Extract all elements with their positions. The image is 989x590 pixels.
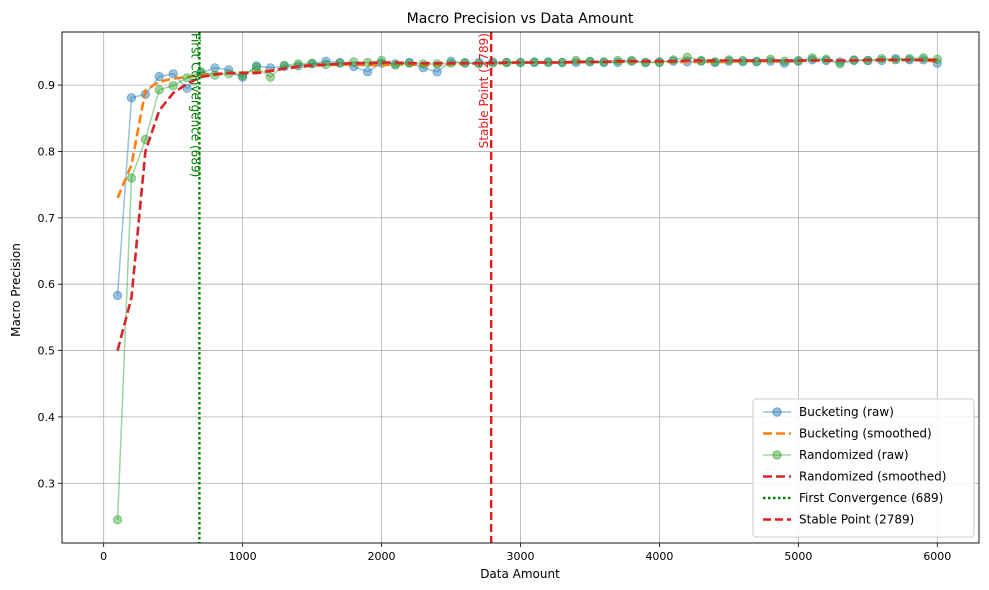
legend-label-randomized-smoothed: Randomized (smoothed) [799, 470, 946, 484]
y-tick-label: 0.4 [38, 411, 56, 424]
legend-label-stable-point-2789: Stable Point (2789) [799, 513, 914, 527]
first-convergence-689-label: First Convergence (689) [188, 33, 202, 177]
legend-marker-bucketing-raw [772, 407, 782, 417]
plot-series [112, 52, 942, 525]
y-tick-label: 0.9 [38, 79, 56, 92]
bucketing-raw-line [116, 57, 938, 296]
randomized-raw-point [112, 515, 123, 525]
x-tick-label: 4000 [645, 550, 673, 563]
legend-marker-randomized-raw [772, 450, 782, 460]
legend-label-randomized-raw: Randomized (raw) [799, 448, 909, 462]
randomized-raw-point [571, 55, 581, 66]
randomized-raw-point [349, 57, 359, 67]
y-tick-label: 0.3 [38, 477, 56, 490]
bucketing-raw-point [363, 67, 373, 77]
grid [62, 32, 979, 543]
y-tick-label: 0.5 [38, 345, 56, 358]
legend: Bucketing (raw) Bucketing (smoothed) Rando… [752, 398, 975, 538]
y-axis-label: Macro Precision [9, 243, 23, 337]
randomized-raw-point [154, 85, 164, 95]
axis-ticks: 0 1000 2000 3000 4000 5000 6000 0.3 0.4 0.5 0.6 0.7… [38, 79, 952, 563]
x-tick-label: 0 [100, 550, 107, 563]
randomized-raw-point [265, 72, 276, 82]
bucketing-raw-point [210, 63, 220, 73]
legend-label-bucketing-raw: Bucketing (raw) [799, 405, 894, 419]
randomized-raw-point [654, 57, 665, 68]
chart-title: Macro Precision vs Data Amount [407, 11, 634, 27]
x-tick-label: 3000 [507, 550, 535, 563]
legend-label-first-convergence-689: First Convergence (689) [799, 491, 943, 505]
randomized-raw-point [640, 57, 651, 68]
bucketing-raw-point [126, 93, 137, 103]
bucketing-raw-point [168, 69, 178, 79]
bucketing-raw-point [154, 71, 164, 82]
legend-label-bucketing-smoothed: Bucketing (smoothed) [799, 427, 932, 441]
randomized-raw-point [251, 62, 262, 72]
y-tick-label: 0.7 [38, 212, 56, 225]
x-tick-label: 1000 [229, 550, 257, 563]
randomized-raw-point [710, 57, 720, 67]
randomized-raw-point [126, 173, 137, 183]
legend-box [752, 398, 975, 538]
y-tick-label: 0.8 [38, 145, 56, 158]
randomized-raw-point [182, 73, 192, 83]
randomized-raw-point [904, 53, 915, 64]
reference-lines: First Convergence (689) Stable Point (278… [188, 32, 493, 543]
x-tick-label: 6000 [923, 550, 951, 563]
randomized-raw-point [168, 81, 178, 91]
x-axis-label: Data Amount [480, 567, 560, 581]
y-tick-label: 0.6 [38, 278, 56, 291]
x-tick-label: 5000 [784, 550, 812, 563]
bucketing-raw-point [432, 67, 442, 77]
randomized-smoothed-line [116, 58, 938, 351]
randomized-raw-point [877, 53, 887, 64]
x-tick-label: 2000 [368, 550, 396, 563]
bucketing-raw-point [112, 290, 123, 301]
bucketing-raw-point [321, 56, 331, 66]
stable-point-2789-label: Stable Point (2789) [477, 33, 491, 148]
